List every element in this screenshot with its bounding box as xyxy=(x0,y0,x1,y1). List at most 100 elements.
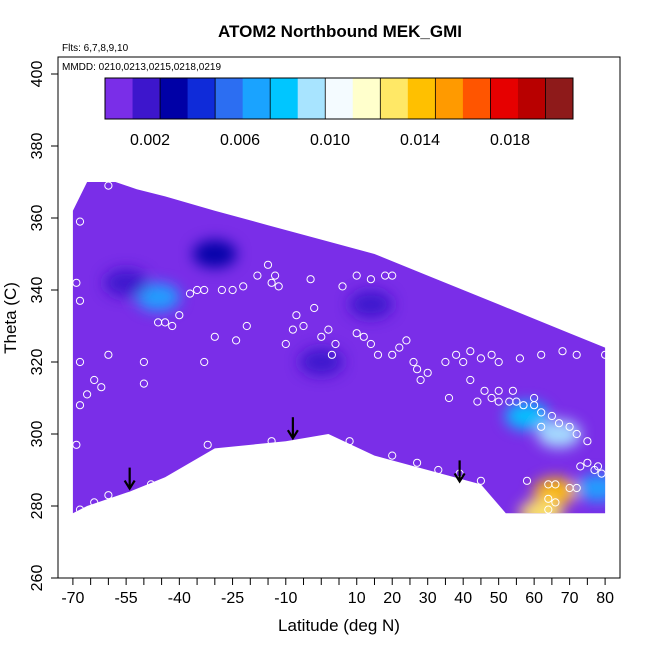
sample-point xyxy=(185,289,195,298)
sample-point xyxy=(239,282,248,291)
x-tick-label: -25 xyxy=(221,590,244,607)
y-axis-label: Theta (C) xyxy=(1,282,20,354)
x-tick-label: -55 xyxy=(115,590,138,607)
arrow-head xyxy=(453,472,466,484)
colorbar-tick-label: 0.018 xyxy=(490,132,530,149)
sample-point xyxy=(487,393,496,403)
x-tick-label: -10 xyxy=(274,590,297,607)
sample-point xyxy=(299,321,308,331)
x-tick-label: 70 xyxy=(561,590,579,607)
colorbar-swatch xyxy=(380,78,409,119)
sample-point xyxy=(551,498,560,507)
sample-point xyxy=(466,375,475,385)
sample-point xyxy=(210,332,219,341)
sample-point xyxy=(565,422,574,431)
x-tick-label: 50 xyxy=(490,590,508,607)
sample-point xyxy=(83,390,92,399)
sample-point xyxy=(558,347,567,356)
sample-point xyxy=(104,350,113,359)
colorbar-swatch xyxy=(105,78,133,119)
sample-point xyxy=(90,375,99,385)
y-tick-label: 280 xyxy=(29,493,46,520)
sample-point xyxy=(72,440,81,449)
y-axis: 260 280 300 320 340 360 380 400 xyxy=(29,61,58,591)
sample-point xyxy=(572,429,581,439)
colorbar-swatch xyxy=(517,78,546,119)
sample-point xyxy=(551,480,560,489)
sample-point xyxy=(466,347,475,356)
sample-point xyxy=(75,296,85,305)
sample-point xyxy=(508,386,518,395)
x-tick-label: 60 xyxy=(525,590,543,607)
sample-point xyxy=(423,368,432,377)
sample-point xyxy=(324,325,333,334)
sample-point xyxy=(409,357,418,367)
sample-point xyxy=(139,379,148,388)
sample-point xyxy=(97,383,106,392)
field-cell xyxy=(505,402,549,430)
sample-point xyxy=(263,260,273,269)
sample-point xyxy=(537,350,546,359)
sample-point xyxy=(512,397,521,406)
sample-point xyxy=(352,271,361,280)
sample-point xyxy=(544,505,553,514)
sample-point xyxy=(292,311,301,320)
sample-point xyxy=(473,397,482,406)
sample-point xyxy=(459,357,468,367)
sample-point xyxy=(267,278,276,287)
chart-title: ATOM2 Northbound MEK_GMI xyxy=(218,22,462,41)
sample-point xyxy=(494,386,503,395)
colorbar-swatch xyxy=(545,78,574,119)
x-tick-label: -70 xyxy=(61,590,84,607)
sample-point xyxy=(519,401,528,410)
sample-point xyxy=(544,494,553,503)
field-background xyxy=(72,182,606,514)
sample-point xyxy=(104,491,113,500)
sample-point xyxy=(494,397,503,406)
sample-point xyxy=(572,483,581,493)
sample-point xyxy=(242,321,251,331)
altitude-arrows xyxy=(123,417,466,491)
sample-point xyxy=(388,350,397,359)
y-tick-label: 320 xyxy=(29,349,46,376)
colorbar-swatch xyxy=(297,78,326,119)
arrow-head xyxy=(286,429,299,441)
colorbar-tick-label: 0.002 xyxy=(130,132,170,149)
sample-point xyxy=(75,401,85,410)
y-tick-label: 400 xyxy=(29,61,46,88)
sample-point xyxy=(515,354,525,363)
sample-point xyxy=(441,357,450,367)
sample-point xyxy=(338,282,347,291)
sample-point xyxy=(267,437,276,446)
sample-point xyxy=(434,465,443,475)
sample-point xyxy=(359,332,368,341)
sample-point xyxy=(554,419,564,428)
arrow-head xyxy=(123,480,136,491)
colorbar-swatch xyxy=(215,78,244,119)
field-cell xyxy=(136,283,181,312)
sample-point xyxy=(373,350,383,359)
concentration-field xyxy=(72,182,606,514)
colorbar-swatch xyxy=(132,78,161,119)
sample-point xyxy=(576,462,585,471)
sample-point xyxy=(345,437,354,446)
x-tick-label: 80 xyxy=(596,590,614,607)
sample-point xyxy=(480,386,489,395)
sample-point xyxy=(583,437,592,446)
sample-point xyxy=(413,365,422,374)
sample-point xyxy=(593,462,603,471)
sample-point xyxy=(402,336,411,345)
colorbar: 0.002 0.006 0.010 0.014 0.018 xyxy=(104,77,574,149)
sample-point xyxy=(75,357,85,367)
colorbar-swatch xyxy=(187,78,216,119)
dates-note: MMDD: 0210,0213,0215,0218,0219 xyxy=(62,62,221,73)
sample-point xyxy=(366,339,375,349)
colorbar-tick-label: 0.014 xyxy=(400,132,440,149)
sample-point xyxy=(352,329,361,338)
sample-point xyxy=(413,458,422,467)
colorbar-swatch xyxy=(352,78,381,119)
sample-point xyxy=(366,275,375,284)
sample-point xyxy=(168,321,177,331)
field-cell xyxy=(299,348,344,376)
